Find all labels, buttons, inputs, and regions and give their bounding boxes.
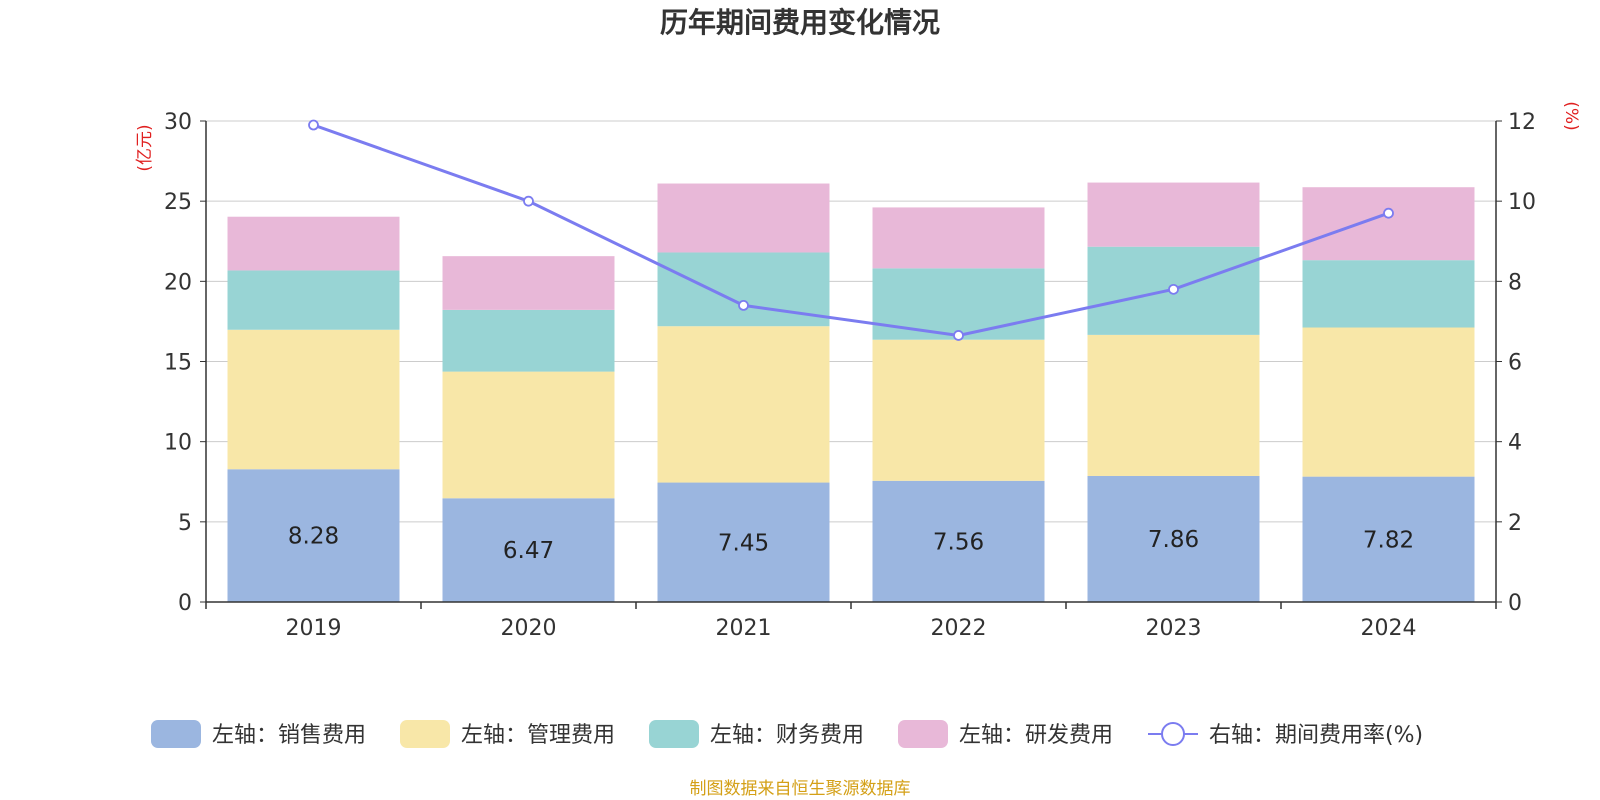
bar-segment [442, 498, 615, 602]
bar-value-label: 8.28 [288, 524, 339, 550]
bars [227, 182, 1475, 602]
rate-point [953, 330, 964, 341]
bar-segment [657, 183, 830, 253]
data-labels: 8.28 6.47 7.45 7.56 7.86 7.82 [288, 524, 1414, 565]
bar-value-label: 7.45 [718, 530, 769, 556]
rate-point [523, 195, 534, 207]
x-tick-label: 2023 [1146, 616, 1202, 641]
bar-value-label: 6.47 [503, 538, 554, 564]
legend-label: 右轴：期间费用率(%) [1209, 723, 1423, 748]
legend-label: 左轴：销售费用 [212, 723, 366, 748]
bar-value-label: 7.82 [1363, 527, 1414, 553]
bar-segment [1302, 327, 1475, 477]
bar-segment [657, 326, 830, 483]
rate-line-path [312, 123, 1390, 337]
legend-label: 左轴：管理费用 [461, 723, 615, 748]
bar-segment [227, 270, 400, 330]
right-tick-label: 4 [1508, 431, 1522, 456]
bar-segment [227, 216, 400, 271]
bar-segment [657, 482, 830, 602]
rate-point [738, 299, 749, 311]
bar-segment [442, 371, 615, 499]
axes: 0 5 10 15 20 25 30 0 2 4 6 8 10 12 2019 2020 2021 2022 202… [164, 110, 1536, 641]
rate-point [1168, 283, 1179, 295]
bar-value-label: 7.86 [1148, 527, 1199, 553]
left-axis-unit: (亿元) [135, 124, 155, 171]
right-tick-label: 12 [1508, 110, 1536, 135]
bar-value-label: 7.56 [933, 529, 984, 555]
legend-swatch [400, 720, 450, 748]
legend-swatch [898, 720, 948, 748]
chart-title: 历年期间费用变化情况 [660, 6, 940, 39]
right-tick-label: 6 [1508, 351, 1522, 376]
left-tick-label: 5 [178, 511, 192, 536]
rate-point [308, 119, 319, 131]
bar-segment [227, 469, 400, 602]
x-tick-label: 2022 [931, 616, 987, 641]
gridlines [206, 120, 1496, 523]
bar-segment [227, 329, 400, 470]
legend-line-marker [1161, 722, 1185, 746]
bar-segment [1302, 187, 1475, 261]
x-tick-label: 2024 [1361, 616, 1417, 641]
legend: 左轴：销售费用 左轴：管理费用 左轴：财务费用 左轴：研发费用 右轴：期间费用率(%) [151, 720, 1423, 748]
left-tick-label: 20 [164, 270, 192, 295]
left-tick-label: 15 [164, 351, 192, 376]
left-tick-label: 10 [164, 431, 192, 456]
bar-segment [1302, 260, 1475, 328]
bar-segment [442, 256, 615, 310]
left-tick-label: 25 [164, 190, 192, 215]
bar-segment [872, 480, 1045, 602]
legend-swatch [649, 720, 699, 748]
bar-segment [442, 309, 615, 372]
legend-swatch [151, 720, 201, 748]
left-tick-label: 0 [178, 591, 192, 616]
right-tick-label: 2 [1508, 511, 1522, 536]
x-tick-label: 2021 [716, 616, 772, 641]
bar-segment [872, 339, 1045, 481]
bar-segment [1087, 475, 1260, 602]
bar-segment [872, 268, 1045, 340]
left-tick-label: 30 [164, 110, 192, 135]
bar-segment [1302, 476, 1475, 602]
right-axis-unit: (%) [1561, 101, 1581, 130]
bar-segment [872, 207, 1045, 269]
source-note: 制图数据来自恒生聚源数据库 [690, 779, 911, 799]
x-tick-label: 2020 [501, 616, 557, 641]
right-tick-label: 10 [1508, 190, 1536, 215]
right-tick-label: 8 [1508, 270, 1522, 295]
rate-point [1383, 207, 1394, 219]
right-tick-label: 0 [1508, 591, 1522, 616]
bar-segment [1087, 334, 1260, 476]
legend-label: 左轴：财务费用 [710, 723, 864, 748]
legend-label: 左轴：研发费用 [959, 723, 1113, 748]
bar-segment [1087, 182, 1260, 247]
rate-line [308, 119, 1394, 341]
x-tick-label: 2019 [286, 616, 342, 641]
